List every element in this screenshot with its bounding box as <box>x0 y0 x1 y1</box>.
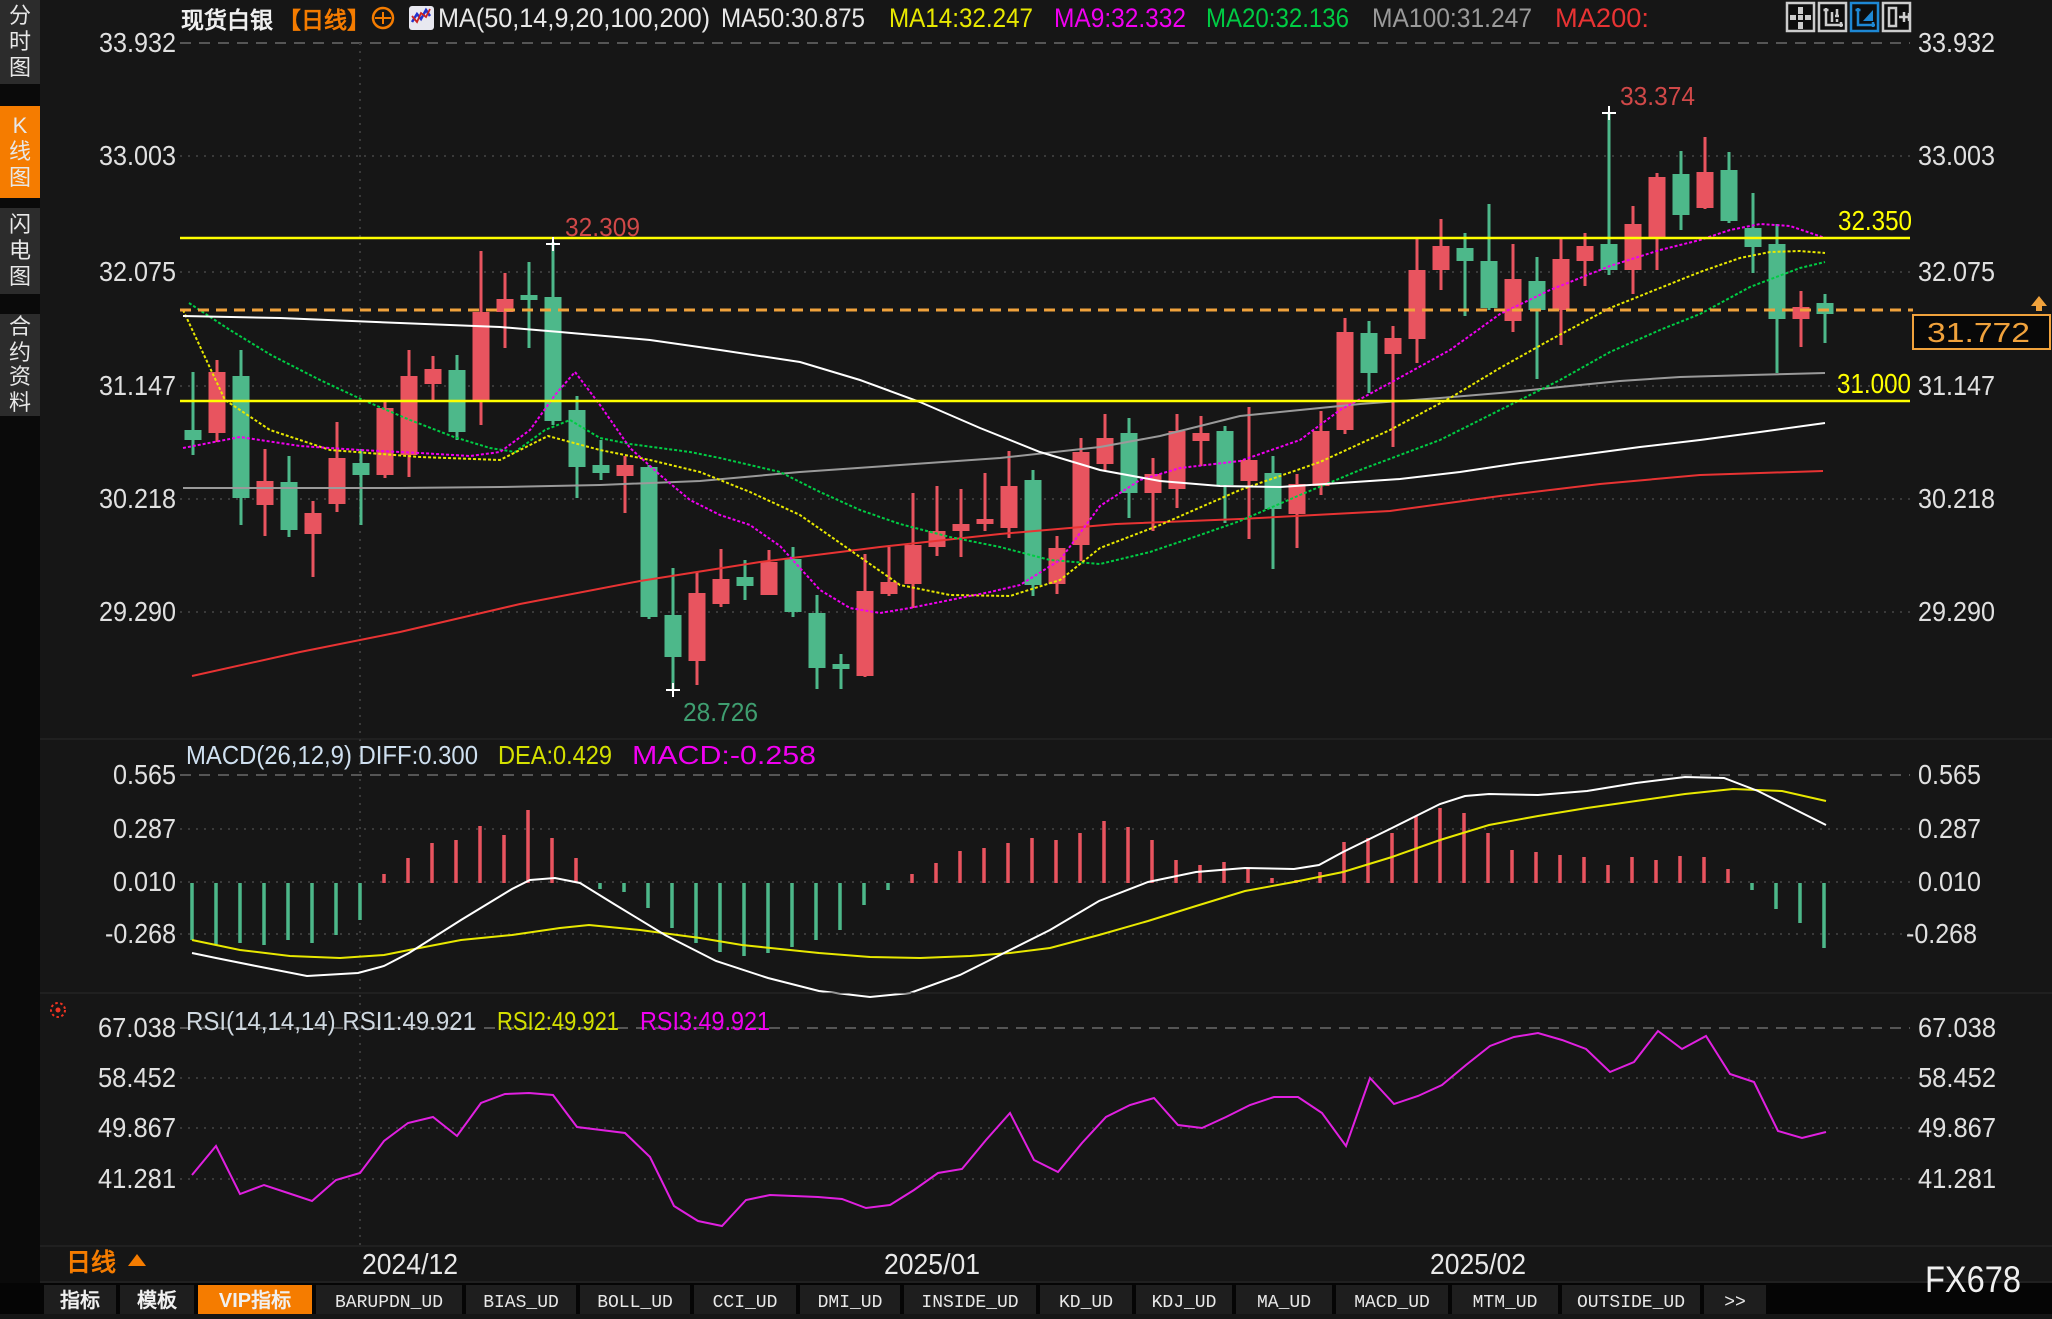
svg-text:资: 资 <box>9 364 31 389</box>
svg-text:INSIDE_UD: INSIDE_UD <box>921 1293 1018 1313</box>
svg-text:MACD:-0.258: MACD:-0.258 <box>632 740 816 770</box>
svg-text:30.218: 30.218 <box>99 483 176 514</box>
svg-text:32.350: 32.350 <box>1838 205 1912 236</box>
svg-text:分: 分 <box>9 3 31 28</box>
svg-text:33.932: 33.932 <box>1918 27 1995 58</box>
svg-text:图: 图 <box>9 55 31 80</box>
svg-text:CCI_UD: CCI_UD <box>713 1293 778 1313</box>
svg-text:VIP指标: VIP指标 <box>219 1288 291 1312</box>
svg-text:58.452: 58.452 <box>98 1062 176 1093</box>
svg-text:KD_UD: KD_UD <box>1059 1293 1113 1313</box>
svg-text:MTM_UD: MTM_UD <box>1473 1293 1538 1313</box>
svg-text:0.287: 0.287 <box>113 813 176 844</box>
svg-text:67.038: 67.038 <box>98 1012 176 1043</box>
svg-text:图: 图 <box>9 264 31 289</box>
svg-text:OUTSIDE_UD: OUTSIDE_UD <box>1577 1293 1685 1313</box>
svg-text:MA14:32.247: MA14:32.247 <box>889 3 1033 33</box>
svg-text:MA(50,14,9,20,100,200): MA(50,14,9,20,100,200) <box>438 3 710 33</box>
svg-text:电: 电 <box>9 238 31 263</box>
svg-text:33.374: 33.374 <box>1620 81 1695 111</box>
svg-text:图: 图 <box>9 165 31 190</box>
svg-text:32.075: 32.075 <box>99 256 176 287</box>
svg-text:线: 线 <box>9 139 31 164</box>
svg-text:MA20:32.136: MA20:32.136 <box>1206 3 1349 33</box>
svg-text:67.038: 67.038 <box>1918 1012 1996 1043</box>
svg-text:BOLL_UD: BOLL_UD <box>597 1293 673 1313</box>
svg-text:41.281: 41.281 <box>98 1163 176 1194</box>
svg-text:>>: >> <box>1724 1293 1746 1313</box>
svg-text:30.218: 30.218 <box>1918 483 1995 514</box>
svg-text:MA100:31.247: MA100:31.247 <box>1372 3 1532 33</box>
svg-text:BIAS_UD: BIAS_UD <box>483 1293 559 1313</box>
svg-text:RSI(14,14,14) RSI1:49.921: RSI(14,14,14) RSI1:49.921 <box>186 1006 476 1036</box>
svg-text:0.287: 0.287 <box>1918 813 1981 844</box>
svg-text:料: 料 <box>9 390 31 415</box>
svg-text:-0.268: -0.268 <box>105 918 176 949</box>
svg-text:【日线】: 【日线】 <box>278 7 370 33</box>
svg-text:28.726: 28.726 <box>683 697 758 727</box>
svg-text:MA_UD: MA_UD <box>1257 1293 1311 1313</box>
svg-text:模板: 模板 <box>137 1288 178 1312</box>
svg-text:31.772: 31.772 <box>1927 317 2030 348</box>
svg-text:合: 合 <box>9 314 31 339</box>
svg-text:32.075: 32.075 <box>1918 256 1995 287</box>
svg-text:DEA:0.429: DEA:0.429 <box>498 740 612 770</box>
svg-text:0.565: 0.565 <box>113 759 176 790</box>
svg-text:2024/12: 2024/12 <box>362 1249 458 1281</box>
svg-text:现货白银: 现货白银 <box>181 7 274 33</box>
svg-text:49.867: 49.867 <box>1918 1112 1996 1143</box>
svg-text:KDJ_UD: KDJ_UD <box>1152 1293 1217 1313</box>
svg-text:-0.268: -0.268 <box>1906 918 1977 949</box>
svg-text:MACD(26,12,9) DIFF:0.300: MACD(26,12,9) DIFF:0.300 <box>186 740 478 770</box>
svg-text:29.290: 29.290 <box>1918 596 1995 627</box>
svg-text:33.003: 33.003 <box>1918 140 1995 171</box>
svg-text:MA9:32.332: MA9:32.332 <box>1054 3 1186 33</box>
svg-text:RSI2:49.921: RSI2:49.921 <box>497 1006 619 1036</box>
svg-text:时: 时 <box>9 29 31 54</box>
svg-text:FX678: FX678 <box>1925 1259 2021 1300</box>
svg-text:0.010: 0.010 <box>113 866 176 897</box>
svg-text:32.309: 32.309 <box>565 212 640 242</box>
svg-text:RSI3:49.921: RSI3:49.921 <box>640 1006 770 1036</box>
svg-text:41.281: 41.281 <box>1918 1163 1996 1194</box>
svg-text:2025/02: 2025/02 <box>1430 1249 1526 1281</box>
svg-text:58.452: 58.452 <box>1918 1062 1996 1093</box>
svg-text:31.147: 31.147 <box>99 370 176 401</box>
svg-text:31.000: 31.000 <box>1837 368 1911 399</box>
svg-text:0.565: 0.565 <box>1918 759 1981 790</box>
svg-text:MACD_UD: MACD_UD <box>1354 1293 1430 1313</box>
svg-text:33.932: 33.932 <box>99 27 176 58</box>
svg-text:DMI_UD: DMI_UD <box>818 1293 883 1313</box>
svg-text:33.003: 33.003 <box>99 140 176 171</box>
svg-text:指标: 指标 <box>60 1288 100 1312</box>
svg-text:MA50:30.875: MA50:30.875 <box>721 3 865 33</box>
svg-text:MA200:: MA200: <box>1555 3 1649 33</box>
svg-text:29.290: 29.290 <box>99 596 176 627</box>
svg-text:0.010: 0.010 <box>1918 866 1981 897</box>
svg-text:BARUPDN_UD: BARUPDN_UD <box>335 1293 443 1313</box>
svg-text:闪: 闪 <box>9 212 31 237</box>
svg-text:日线: 日线 <box>66 1248 116 1277</box>
svg-text:K: K <box>13 113 28 138</box>
svg-text:2025/01: 2025/01 <box>884 1249 980 1281</box>
svg-text:49.867: 49.867 <box>98 1112 176 1143</box>
svg-text:31.147: 31.147 <box>1918 370 1995 401</box>
svg-text:约: 约 <box>9 340 31 365</box>
